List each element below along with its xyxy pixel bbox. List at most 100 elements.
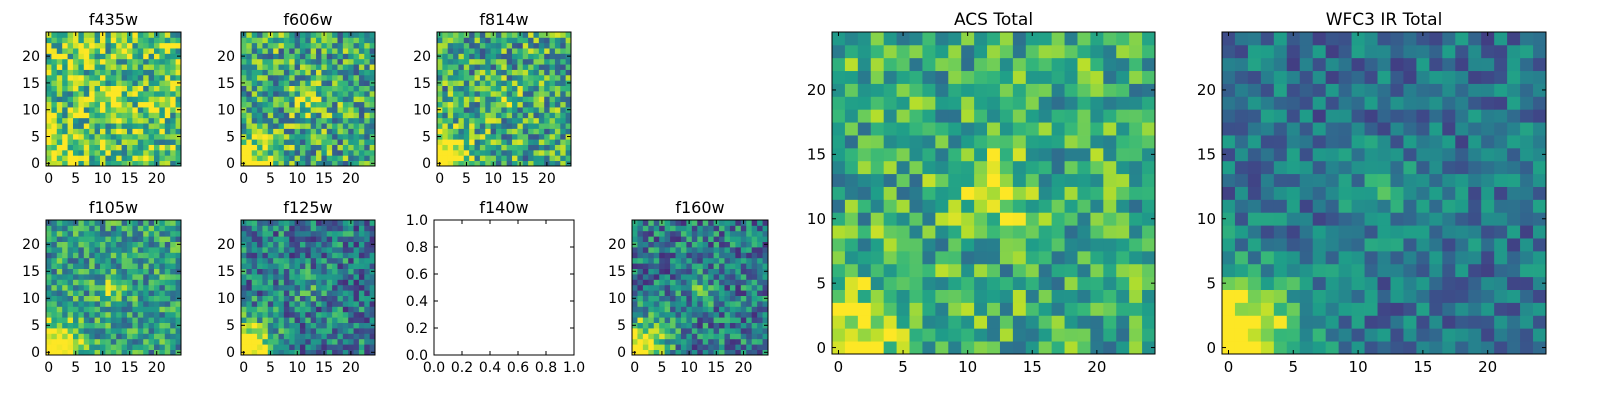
heatmap-cell bbox=[257, 241, 263, 248]
heatmap-cell bbox=[1077, 32, 1091, 46]
heatmap-cell bbox=[1403, 328, 1417, 342]
heatmap-cell bbox=[62, 37, 68, 44]
heatmap-cell bbox=[51, 69, 58, 76]
heatmap-cell bbox=[143, 295, 149, 302]
heatmap-cell bbox=[653, 306, 660, 313]
heatmap-cell bbox=[337, 149, 344, 156]
heatmap-cell bbox=[528, 32, 534, 38]
heatmap-cell bbox=[105, 333, 112, 340]
heatmap-cell bbox=[127, 230, 133, 237]
heatmap-cell bbox=[702, 225, 709, 232]
heatmap-cell bbox=[691, 295, 698, 302]
x-tick-label: 20 bbox=[735, 360, 753, 376]
heatmap-cell bbox=[100, 306, 106, 313]
heatmap-cell bbox=[495, 96, 502, 103]
heatmap-cell bbox=[538, 101, 545, 108]
heatmap-cell bbox=[143, 284, 149, 291]
heatmap-cell bbox=[337, 344, 344, 350]
heatmap-cell bbox=[1312, 199, 1327, 213]
heatmap-cell bbox=[442, 37, 449, 44]
heatmap-cell bbox=[538, 53, 545, 60]
heatmap-cell bbox=[121, 112, 128, 119]
heatmap-cell bbox=[310, 284, 317, 291]
heatmap-cell bbox=[94, 37, 101, 44]
heatmap-cell bbox=[560, 112, 567, 119]
heatmap-cell bbox=[948, 70, 962, 84]
heatmap-cell bbox=[560, 37, 567, 44]
heatmap-cell bbox=[469, 53, 475, 60]
heatmap-cell bbox=[528, 53, 534, 60]
heatmap-cell bbox=[326, 101, 333, 108]
heatmap-cell bbox=[348, 306, 354, 313]
heatmap-cell bbox=[246, 144, 253, 151]
heatmap-cell bbox=[751, 220, 758, 226]
heatmap-cell bbox=[1142, 135, 1156, 149]
heatmap-cell bbox=[159, 37, 166, 44]
heatmap-cell bbox=[132, 96, 139, 103]
heatmap-cell bbox=[348, 90, 354, 97]
heatmap-cell bbox=[522, 64, 529, 70]
heatmap-cell bbox=[94, 349, 101, 356]
heatmap-cell bbox=[94, 301, 101, 307]
heatmap-cell bbox=[56, 236, 63, 242]
heatmap-cell bbox=[369, 338, 376, 345]
heatmap-cell bbox=[305, 338, 312, 345]
heatmap-cell bbox=[358, 85, 365, 92]
heatmap-cell bbox=[870, 70, 885, 84]
heatmap-cell bbox=[78, 69, 85, 76]
heatmap-cell bbox=[62, 247, 68, 253]
heatmap-cell bbox=[447, 64, 454, 70]
heatmap-cell bbox=[100, 80, 106, 86]
heatmap-cell bbox=[1025, 96, 1040, 110]
heatmap-cell bbox=[469, 155, 475, 162]
heatmap-cell bbox=[458, 80, 465, 86]
heatmap-cell bbox=[132, 133, 139, 140]
heatmap-cell bbox=[73, 252, 79, 259]
heatmap-cell bbox=[648, 290, 655, 296]
heatmap-cell bbox=[332, 85, 338, 92]
heatmap-cell bbox=[175, 306, 182, 313]
heatmap-cell bbox=[364, 101, 371, 108]
heatmap-cell bbox=[51, 58, 58, 65]
heatmap-cell bbox=[358, 236, 365, 242]
heatmap-cell bbox=[1012, 289, 1027, 303]
heatmap-cell bbox=[299, 96, 306, 103]
heatmap-cell bbox=[751, 230, 758, 237]
heatmap-cell bbox=[105, 32, 112, 38]
heatmap-cell bbox=[321, 236, 328, 242]
heatmap-cell bbox=[724, 220, 731, 226]
heatmap-cell bbox=[565, 69, 572, 76]
heatmap-cell bbox=[159, 42, 166, 49]
heatmap-cell bbox=[495, 101, 502, 108]
heatmap-cell bbox=[474, 32, 481, 38]
heatmap-cell bbox=[89, 236, 95, 242]
heatmap-cell bbox=[62, 74, 68, 81]
heatmap-cell bbox=[127, 225, 133, 232]
heatmap-cell bbox=[1416, 173, 1430, 187]
heatmap-cell bbox=[697, 274, 704, 280]
heatmap-cell bbox=[922, 44, 936, 59]
heatmap-cell bbox=[463, 144, 470, 151]
heatmap-cell bbox=[358, 268, 365, 275]
heatmap-cell bbox=[479, 85, 486, 92]
heatmap-cell bbox=[1507, 341, 1521, 355]
heatmap-cell bbox=[241, 317, 247, 323]
heatmap-cell bbox=[719, 295, 725, 302]
heatmap-cell bbox=[310, 69, 317, 76]
heatmap-cell bbox=[110, 279, 117, 286]
heatmap-cell bbox=[495, 117, 502, 124]
heatmap-cell bbox=[495, 53, 502, 60]
heatmap-cell bbox=[164, 306, 171, 313]
heatmap-cell bbox=[762, 225, 769, 232]
heatmap-cell bbox=[358, 328, 365, 334]
heatmap-cell bbox=[116, 263, 122, 269]
heatmap-cell bbox=[538, 58, 545, 65]
heatmap-cell bbox=[653, 311, 660, 318]
heatmap-cell bbox=[251, 241, 258, 248]
heatmap-cell bbox=[62, 112, 68, 119]
heatmap-cell bbox=[437, 101, 443, 108]
heatmap-cell bbox=[353, 220, 360, 226]
heatmap-cell bbox=[305, 295, 312, 302]
heatmap-cell bbox=[337, 123, 344, 129]
heatmap-cell bbox=[262, 333, 269, 340]
